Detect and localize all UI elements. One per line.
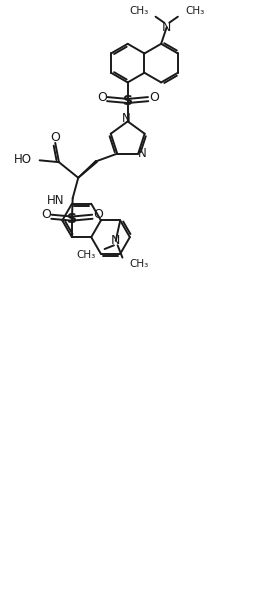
Text: N: N: [121, 112, 130, 125]
Text: O: O: [50, 131, 60, 144]
Text: S: S: [67, 211, 77, 226]
Text: HO: HO: [14, 153, 32, 166]
Text: N: N: [111, 235, 121, 247]
Text: N: N: [162, 21, 172, 34]
Text: CH₃: CH₃: [185, 6, 204, 16]
Text: O: O: [149, 91, 159, 104]
Text: O: O: [41, 208, 51, 222]
Text: HN: HN: [47, 194, 64, 207]
Text: CH₃: CH₃: [76, 249, 95, 260]
Text: CH₃: CH₃: [129, 6, 148, 16]
Text: CH₃: CH₃: [130, 259, 149, 269]
Text: S: S: [123, 94, 133, 108]
Text: N: N: [138, 147, 147, 160]
Text: O: O: [97, 91, 107, 104]
Text: O: O: [93, 208, 103, 222]
